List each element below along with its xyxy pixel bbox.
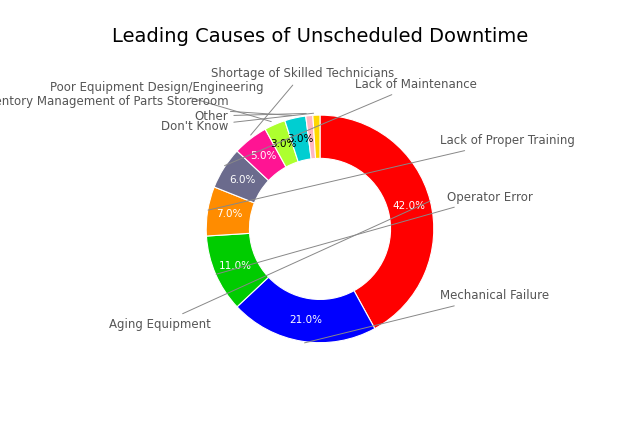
Text: 5.0%: 5.0% bbox=[250, 151, 276, 161]
Text: 7.0%: 7.0% bbox=[216, 209, 242, 219]
Wedge shape bbox=[237, 129, 286, 181]
Text: 3.0%: 3.0% bbox=[287, 134, 313, 144]
Text: Lack of Maintenance: Lack of Maintenance bbox=[225, 78, 477, 166]
Text: Mechanical Failure: Mechanical Failure bbox=[305, 290, 549, 343]
Text: Other: Other bbox=[195, 109, 307, 123]
Text: Shortage of Skilled Technicians: Shortage of Skilled Technicians bbox=[211, 67, 394, 135]
Text: Operator Error: Operator Error bbox=[216, 191, 533, 274]
Text: 21.0%: 21.0% bbox=[289, 315, 322, 325]
Wedge shape bbox=[320, 115, 434, 329]
Wedge shape bbox=[237, 277, 375, 343]
Wedge shape bbox=[313, 115, 320, 159]
Text: Don't Know: Don't Know bbox=[161, 113, 314, 133]
Wedge shape bbox=[306, 116, 316, 159]
Wedge shape bbox=[206, 187, 255, 236]
Text: 11.0%: 11.0% bbox=[219, 260, 252, 270]
Wedge shape bbox=[214, 151, 269, 203]
Text: Aging Equipment: Aging Equipment bbox=[109, 201, 430, 330]
Wedge shape bbox=[265, 121, 298, 167]
Wedge shape bbox=[207, 233, 269, 307]
Text: 3.0%: 3.0% bbox=[270, 140, 296, 149]
Text: 42.0%: 42.0% bbox=[393, 201, 426, 211]
Text: Lack of Proper Training: Lack of Proper Training bbox=[208, 134, 575, 210]
Wedge shape bbox=[285, 116, 311, 162]
Text: Poor Equipment Design/Engineering: Poor Equipment Design/Engineering bbox=[50, 82, 271, 122]
Text: 6.0%: 6.0% bbox=[229, 174, 255, 184]
Text: Poor Inventory Management of Parts Storeroom: Poor Inventory Management of Parts Store… bbox=[0, 95, 292, 116]
Title: Leading Causes of Unscheduled Downtime: Leading Causes of Unscheduled Downtime bbox=[112, 27, 528, 46]
